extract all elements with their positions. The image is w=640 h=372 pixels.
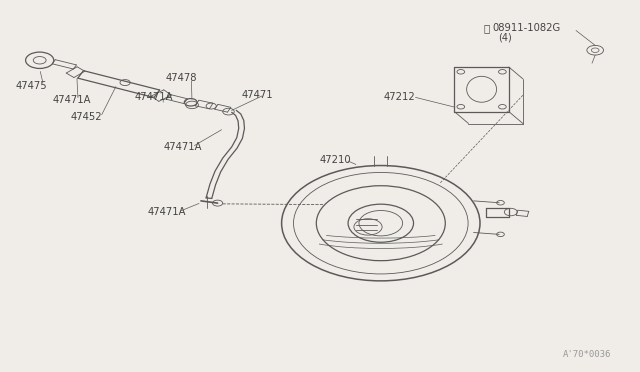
Text: 47212: 47212 [384, 92, 416, 102]
Text: 47471A: 47471A [147, 207, 186, 217]
Text: 47452: 47452 [70, 112, 102, 122]
Text: A'70*0036: A'70*0036 [563, 350, 612, 359]
Text: 47471A: 47471A [134, 92, 173, 102]
Text: 47475: 47475 [16, 81, 47, 90]
Text: 08911-1082G: 08911-1082G [493, 23, 561, 33]
Text: 47471A: 47471A [52, 96, 91, 105]
Text: 47210: 47210 [320, 155, 351, 165]
Text: Ⓝ: Ⓝ [483, 23, 490, 33]
Text: 47478: 47478 [165, 73, 196, 83]
Text: (4): (4) [498, 32, 511, 42]
Text: 47471A: 47471A [163, 142, 202, 152]
Text: 47471: 47471 [242, 90, 273, 100]
